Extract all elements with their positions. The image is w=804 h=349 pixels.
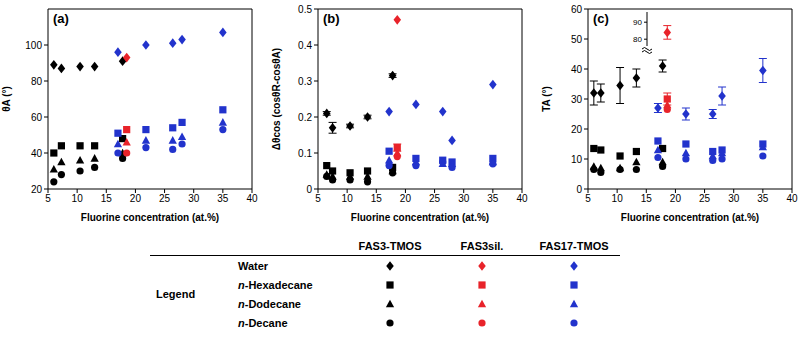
svg-text:50: 50 [571,34,583,45]
svg-text:15: 15 [371,193,383,204]
svg-text:20: 20 [670,193,682,204]
svg-text:60: 60 [571,4,583,15]
svg-text:10: 10 [571,154,583,165]
svg-text:0.2: 0.2 [298,112,312,123]
html-text:n -Decane: n -Decane [238,316,288,329]
html-text:(b): (b) [323,11,340,26]
svg-text:10: 10 [342,193,354,204]
svg-text:5: 5 [45,193,51,204]
svg-text:35: 35 [487,193,499,204]
svg-text:0.1: 0.1 [298,148,312,159]
html-text:Legend: Legend [156,288,196,300]
svg-text:80: 80 [31,76,43,87]
svg-text:25: 25 [429,193,441,204]
svg-text:10: 10 [72,193,84,204]
svg-text:10: 10 [612,193,624,204]
html-text:(a): (a) [53,11,69,26]
svg-text:40: 40 [516,193,528,204]
svg-text:20: 20 [31,184,43,195]
svg-text:θA (°): θA (°) [8,86,12,112]
svg-text:40: 40 [571,64,583,75]
svg-text:30: 30 [458,193,470,204]
svg-text:5: 5 [585,193,591,204]
svg-text:35: 35 [217,193,229,204]
html-text:FAS17-TMOS: FAS17-TMOS [539,239,609,252]
svg-text:20: 20 [130,193,142,204]
svg-text:30: 30 [188,193,200,204]
svg-text:30: 30 [571,94,583,105]
svg-text:25: 25 [699,193,711,204]
svg-text:20: 20 [400,193,412,204]
svg-text:Fluorine concentration (at.%): Fluorine concentration (at.%) [81,212,219,223]
svg-text:80: 80 [633,35,642,44]
svg-text:100: 100 [25,40,42,51]
svg-text:Fluorine concentration (at.%): Fluorine concentration (at.%) [621,212,759,223]
svg-text:20: 20 [571,124,583,135]
svg-text:40: 40 [31,148,43,159]
svg-text:TA (°): TA (°) [541,86,552,112]
html-text:n -Hexadecane: n -Hexadecane [238,278,313,291]
svg-text:30: 30 [728,193,740,204]
html-text:FAS3-TMOS: FAS3-TMOS [358,239,422,252]
svg-text:0.5: 0.5 [298,4,312,15]
svg-text:15: 15 [101,193,113,204]
svg-text:Δθcos (cosθR-cosθA): Δθcos (cosθR-cosθA) [271,48,282,150]
svg-text:60: 60 [31,112,43,123]
svg-text:Fluorine concentration (at.%): Fluorine concentration (at.%) [351,212,489,223]
html-text:Water: Water [238,259,269,272]
svg-text:40: 40 [246,193,258,204]
html-text:FAS3sil.: FAS3sil. [460,239,504,252]
svg-text:0: 0 [306,184,312,195]
svg-text:0: 0 [576,184,582,195]
svg-text:35: 35 [757,193,769,204]
html-text:n -Dodecane: n -Dodecane [238,297,301,310]
svg-text:25: 25 [159,193,171,204]
svg-text:0.4: 0.4 [298,40,312,51]
svg-text:40: 40 [786,193,796,204]
svg-text:0.3: 0.3 [298,76,312,87]
html-text:(c): (c) [593,11,609,26]
svg-text:90: 90 [633,18,642,27]
svg-text:15: 15 [641,193,653,204]
svg-text:5: 5 [315,193,321,204]
